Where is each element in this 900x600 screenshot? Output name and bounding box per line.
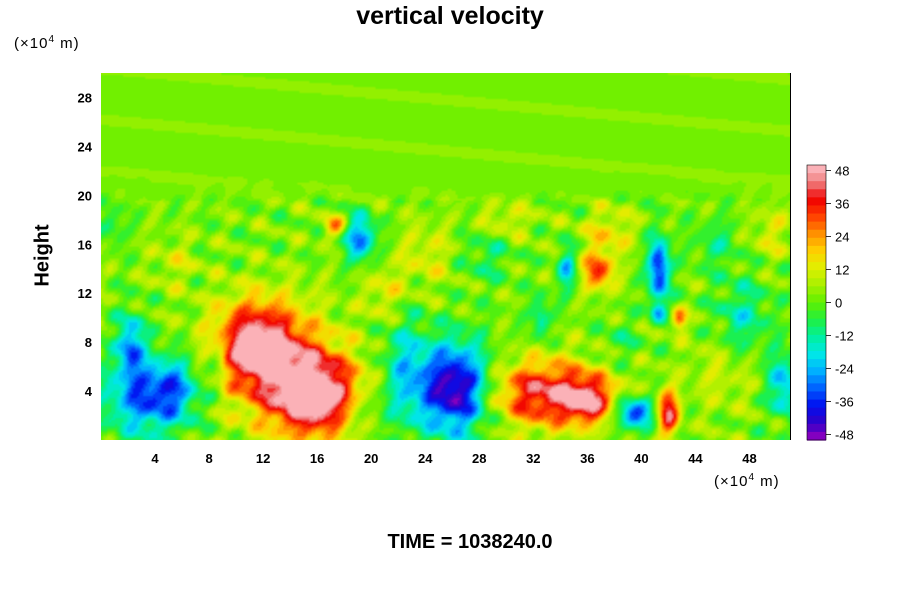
x-tick-label: 24: [418, 451, 433, 466]
colorbar-band: [807, 342, 826, 352]
colorbar-band: [807, 334, 826, 344]
colorbar-band: [807, 205, 826, 215]
x-tick-label: 12: [256, 451, 270, 466]
colorbar-tick-label: -24: [835, 362, 854, 377]
x-axis-unit: (×104 m): [714, 472, 780, 490]
x-tick-label: 8: [205, 451, 212, 466]
time-label: TIME = 1038240.0: [387, 531, 553, 553]
colorbar-band: [807, 270, 826, 279]
colorbar-band: [807, 407, 826, 417]
colorbar-band: [807, 237, 826, 247]
y-unit-pre: (×10: [14, 35, 49, 52]
x-unit-post: m): [755, 473, 780, 490]
x-tick-label: 20: [364, 451, 378, 466]
x-tick-label: 36: [580, 451, 594, 466]
x-tick-label: 48: [742, 451, 756, 466]
y-tick-label: 16: [78, 237, 92, 252]
colorbar: 48 36 24 12 0 -12 -24 -36 -48: [806, 164, 854, 443]
colorbar-band: [807, 326, 826, 336]
colorbar-tick-label: 48: [835, 164, 849, 179]
colorbar-band: [807, 310, 826, 320]
colorbar-band: [807, 399, 826, 409]
colorbar-band: [807, 197, 826, 207]
colorbar-tick-label: 0: [835, 296, 842, 311]
colorbar-band: [807, 278, 826, 287]
colorbar-band: [807, 181, 826, 190]
y-tick-label: 8: [85, 335, 92, 350]
x-tick-label: 40: [634, 451, 648, 466]
colorbar-band: [807, 302, 826, 312]
x-tick-label: 28: [472, 451, 486, 466]
y-axis-unit: (×104 m): [14, 34, 80, 52]
x-tick-label: 4: [151, 451, 159, 466]
colorbar-band: [807, 318, 826, 328]
colorbar-tick-label: 24: [835, 230, 849, 245]
colorbar-band: [807, 351, 826, 360]
colorbar-band: [807, 375, 826, 384]
colorbar-band: [807, 367, 826, 376]
colorbar-band: [807, 431, 826, 441]
y-tick-label: 28: [78, 90, 92, 105]
colorbar-band: [807, 383, 826, 393]
colorbar-band: [807, 415, 826, 425]
chart-title: vertical velocity: [356, 2, 544, 30]
colorbar-band: [807, 165, 826, 174]
colorbar-band: [807, 245, 826, 255]
colorbar-tick-label: 12: [835, 263, 849, 278]
colorbar-band: [807, 262, 826, 271]
colorbar-band: [807, 253, 826, 263]
colorbar-band: [807, 359, 826, 368]
x-tick-label: 16: [310, 451, 324, 466]
y-unit-post: m): [55, 35, 80, 52]
colorbar-tick-label: 36: [835, 197, 849, 212]
y-tick-label: 12: [78, 286, 92, 301]
colorbar-tick-label: -36: [835, 395, 854, 410]
colorbar-band: [807, 173, 826, 182]
y-tick-label: 20: [78, 188, 92, 203]
colorbar-band: [807, 189, 826, 198]
colorbar-band: [807, 294, 826, 304]
y-axis-ticks: 4 8 12 16 20 24 28: [78, 90, 93, 399]
heatmap-field: [101, 73, 790, 440]
colorbar-tick-label: -48: [835, 428, 854, 443]
x-tick-label: 32: [526, 451, 540, 466]
colorbar-band: [807, 213, 826, 223]
x-unit-pre: (×10: [714, 473, 749, 490]
y-tick-label: 4: [85, 384, 93, 399]
x-axis-ticks: 4 8 12 16 20 24 28 32 36 40 44 48: [151, 451, 756, 466]
colorbar-tick-label: -12: [835, 329, 854, 344]
x-unit-exp: 4: [748, 472, 756, 483]
colorbar-band: [807, 423, 826, 433]
colorbar-band: [807, 221, 826, 231]
y-tick-label: 24: [78, 139, 93, 154]
x-tick-label: 44: [688, 451, 703, 466]
colorbar-band: [807, 229, 826, 239]
y-unit-exp: 4: [48, 34, 56, 45]
colorbar-band: [807, 391, 826, 401]
colorbar-band: [807, 286, 826, 296]
